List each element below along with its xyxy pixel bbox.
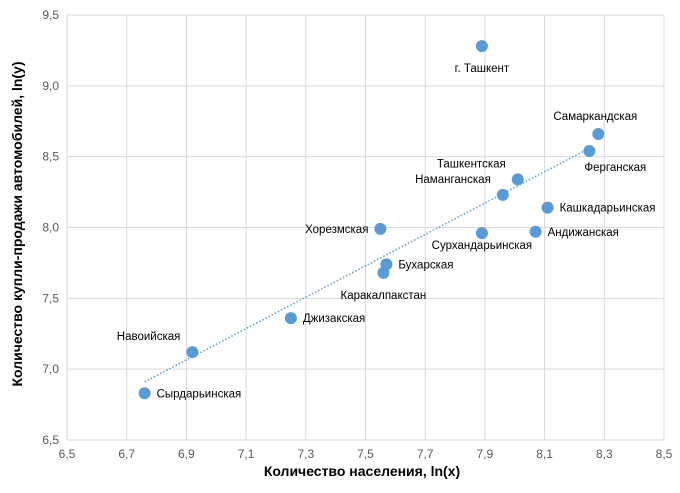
- x-tick-label: 6,9: [178, 447, 195, 461]
- data-point-label: Самаркандская: [553, 111, 637, 123]
- x-tick-label: 7,9: [477, 447, 494, 461]
- data-point: [475, 40, 488, 53]
- y-tick-label: 9,5: [42, 8, 59, 22]
- data-point-label: Андижанская: [548, 227, 619, 239]
- data-point-label: Ферганская: [584, 162, 646, 174]
- y-tick-label: 9,0: [42, 79, 59, 93]
- x-tick-label: 7,1: [238, 447, 255, 461]
- trendline: [144, 147, 590, 383]
- trendline-group: [144, 147, 590, 383]
- x-tick-label: 7,3: [297, 447, 314, 461]
- y-tick-label: 6,5: [42, 433, 59, 447]
- data-point-label: Наманганская: [415, 174, 491, 186]
- data-point: [511, 173, 524, 186]
- data-point: [529, 225, 542, 238]
- data-point-label: Навоийская: [117, 331, 181, 343]
- grid: [66, 14, 665, 441]
- data-point-label: Ташкентская: [437, 158, 506, 170]
- y-axis-title: Количество купли-продажи автомобилей, ln…: [9, 61, 25, 386]
- x-tick-label: 6,7: [118, 447, 135, 461]
- data-point: [496, 188, 509, 201]
- x-tick-label: 6,5: [59, 447, 76, 461]
- data-point-label: Сурхандарьинская: [432, 240, 533, 252]
- data-point: [284, 312, 297, 325]
- data-point: [374, 222, 387, 235]
- tick-labels: 6,5 6,7 6,9 7,1 7,3 7,5 7,7 7,9 8,1 8,3 8,5 6,5 7,0 7…: [42, 8, 672, 461]
- x-tick-label: 8,5: [656, 447, 673, 461]
- data-point: [186, 346, 199, 359]
- data-point: [475, 227, 488, 240]
- x-tick-label: 8,3: [596, 447, 613, 461]
- data-point: [541, 201, 554, 214]
- data-point-label: Джизакская: [303, 313, 365, 325]
- y-tick-label: 8,0: [42, 221, 59, 235]
- data-points: г. Ташкент Самаркандская Ферганская Ташкент…: [117, 40, 656, 400]
- data-point: [592, 128, 605, 140]
- x-axis-title: Количество населения, ln(x): [264, 463, 460, 479]
- data-point: [377, 266, 390, 279]
- x-tick-label: 7,7: [417, 447, 434, 461]
- data-point-label: Бухарская: [398, 259, 453, 271]
- data-point-label: Хорезмская: [305, 224, 368, 236]
- y-tick-label: 8,5: [42, 150, 59, 164]
- x-tick-label: 8,1: [536, 447, 553, 461]
- y-tick-label: 7,0: [42, 362, 59, 376]
- data-point-label: Кашкадарьинская: [560, 203, 656, 215]
- data-point-label: Каракалпакстан: [341, 290, 427, 302]
- data-point-label: г. Ташкент: [455, 63, 510, 75]
- data-point: [138, 387, 151, 400]
- x-tick-label: 7,5: [357, 447, 374, 461]
- data-point-label: Сырдарьинская: [157, 388, 242, 400]
- y-tick-label: 7,5: [42, 291, 59, 305]
- data-point: [583, 145, 596, 157]
